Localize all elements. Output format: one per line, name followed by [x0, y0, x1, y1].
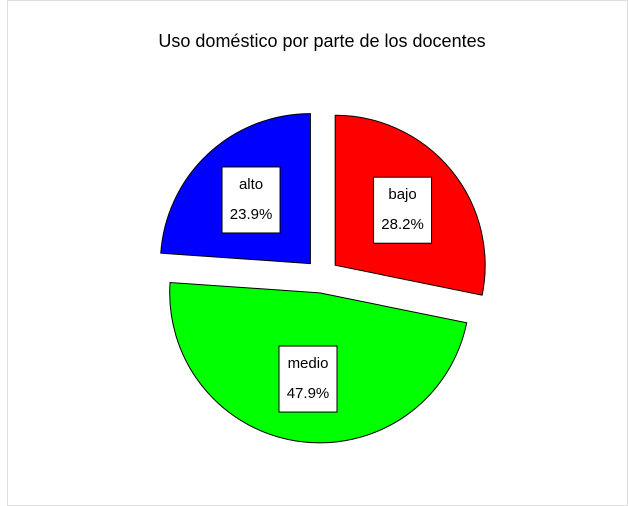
value-label: 28.2%: [381, 216, 424, 233]
slice-label: medio: [288, 355, 329, 372]
label-box: [278, 345, 338, 413]
label-box: [221, 166, 281, 234]
slice-label: bajo: [388, 186, 416, 203]
value-label: 23.9%: [230, 206, 273, 223]
value-label: 47.9%: [287, 385, 330, 402]
label-box: [373, 176, 433, 244]
slice-label: alto: [239, 176, 263, 193]
chart-title: Uso doméstico por parte de los docentes: [158, 31, 485, 51]
